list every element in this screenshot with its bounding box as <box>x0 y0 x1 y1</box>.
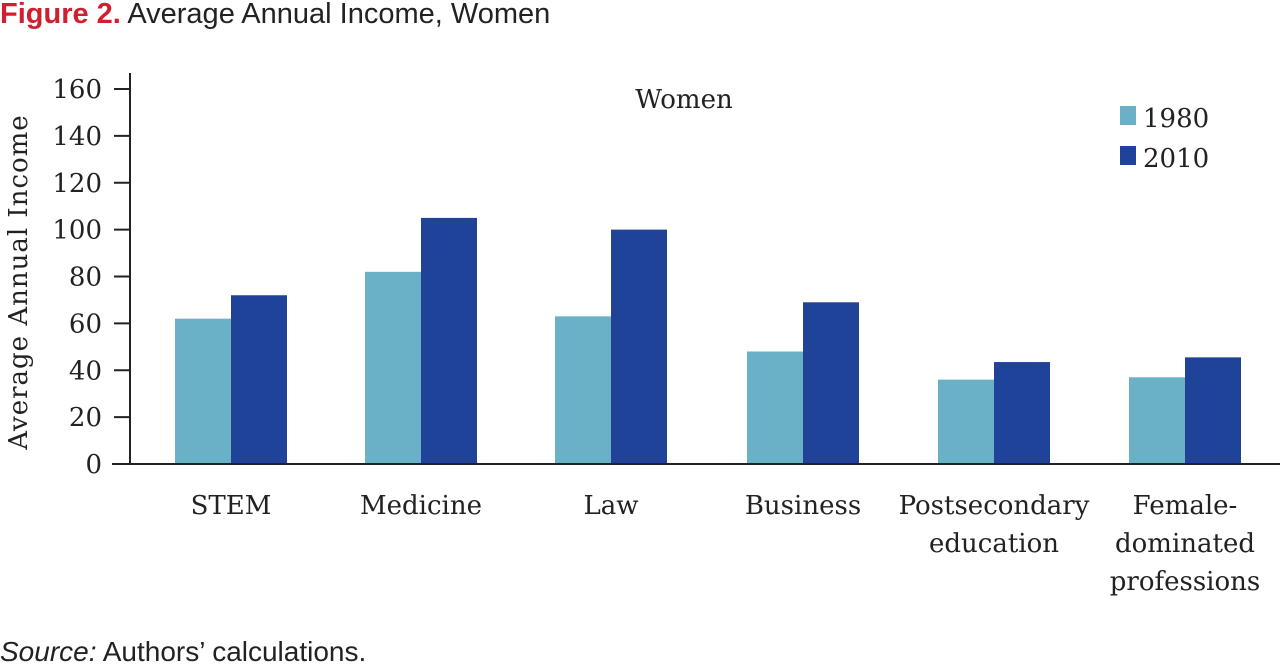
y-tick-label: 160 <box>52 75 102 105</box>
bar-2010-3 <box>803 302 859 464</box>
x-tick-label: professions <box>1110 567 1260 597</box>
y-tick-label: 80 <box>69 263 102 293</box>
chart-title: Women <box>635 85 733 115</box>
y-tick-label: 120 <box>52 169 102 199</box>
x-tick-label: Female- <box>1133 491 1238 521</box>
bar-chart: 0 20 40 60 80 100 120 140 160 STEM Medicine Law Bus… <box>4 73 1280 597</box>
bar-2010-4 <box>994 362 1050 464</box>
x-tick-label: Business <box>745 491 861 521</box>
bar-2010-5 <box>1185 357 1241 464</box>
x-tick-label: Postsecondary <box>899 491 1090 521</box>
bar-2010-0 <box>231 295 287 464</box>
y-tick-label: 20 <box>69 403 102 433</box>
bar-2010-1 <box>421 217 477 464</box>
y-tick-label: 40 <box>69 356 102 386</box>
y-axis-label: Average Annual Income <box>4 114 34 450</box>
bars <box>175 217 1241 464</box>
bar-1980-0 <box>175 318 231 464</box>
bar-1980-3 <box>747 351 803 464</box>
figure-label: Figure 2. <box>0 0 121 30</box>
bar-1980-1 <box>365 271 421 464</box>
y-tick-label: 140 <box>52 122 102 152</box>
legend: 1980 2010 <box>1120 104 1209 174</box>
x-tick-label: dominated <box>1115 529 1255 559</box>
legend-label: 2010 <box>1143 144 1209 174</box>
y-tick-label: 100 <box>52 216 102 246</box>
y-tick-label: 60 <box>69 309 102 339</box>
legend-swatch-1980 <box>1120 106 1136 125</box>
x-axis-labels: STEM Medicine Law Business Postsecondary educ… <box>191 491 1261 597</box>
y-tick-label: 0 <box>85 450 102 480</box>
legend-swatch-2010 <box>1120 146 1136 165</box>
bar-1980-4 <box>938 379 994 464</box>
source-note: Source: Authors’ calculations. <box>0 636 366 668</box>
bar-2010-2 <box>611 229 667 464</box>
bar-1980-5 <box>1129 377 1185 464</box>
source-text: Authors’ calculations. <box>102 636 367 667</box>
figure-title: Figure 2. Average Annual Income, Women <box>0 0 550 31</box>
bar-1980-2 <box>555 316 611 464</box>
x-tick-label: STEM <box>191 491 272 521</box>
x-tick-label: education <box>929 529 1059 559</box>
source-label: Source: <box>0 636 97 667</box>
y-axis: 0 20 40 60 80 100 120 140 160 <box>52 73 131 480</box>
x-tick-label: Medicine <box>360 491 482 521</box>
x-tick-label: Law <box>583 491 638 521</box>
figure-title-text: Average Annual Income, Women <box>127 0 551 30</box>
legend-label: 1980 <box>1143 104 1209 134</box>
